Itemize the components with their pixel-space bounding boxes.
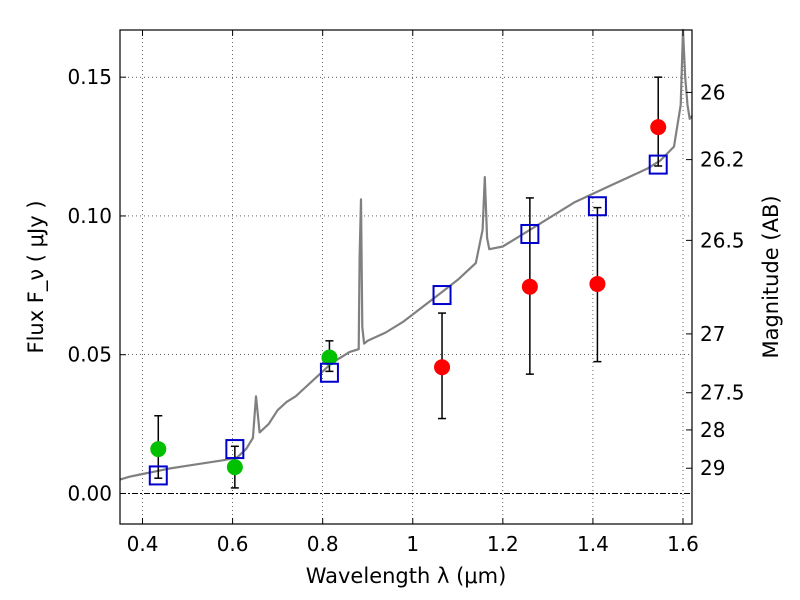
model-point: [319, 362, 339, 383]
ticks: 0.4 0.6 0.8 1 1.2 1.4 1.6 0.00 0.05 0.10 0.15 26 26.…: [67, 30, 745, 556]
model-spectrum-line: [119, 28, 693, 481]
y-tick-label: 0.15: [67, 65, 112, 89]
y-tick-label: 0.00: [67, 481, 112, 505]
data-markers: [148, 119, 668, 486]
x-tick-label: 0.6: [217, 532, 249, 556]
data-point: [589, 275, 606, 292]
plot-frame: [119, 29, 693, 525]
right-tick-label: 26.5: [700, 228, 745, 252]
data-point: [650, 119, 667, 136]
x-tick-label: 0.4: [127, 532, 159, 556]
x-axis-label: Wavelength λ (μm): [306, 564, 507, 588]
x-tick-label: 1: [406, 532, 419, 556]
x-tick-label: 1.2: [487, 532, 519, 556]
model-point: [148, 465, 168, 486]
right-tick-label: 28: [700, 418, 725, 442]
grid: [120, 30, 692, 524]
data-point: [321, 349, 338, 366]
model-point: [432, 285, 452, 306]
right-tick-label: 26.2: [700, 148, 745, 172]
right-tick-label: 29: [700, 456, 725, 480]
x-tick-label: 0.8: [307, 532, 339, 556]
x-tick-label: 1.6: [667, 532, 699, 556]
data-point: [226, 459, 243, 476]
y-axis-label: Flux F_ν ( μJy ): [24, 200, 49, 353]
error-bars: [154, 76, 663, 489]
model-point: [520, 223, 540, 244]
spectrum-layer: [119, 28, 693, 481]
model-point: [225, 439, 245, 460]
model-point: [587, 196, 607, 217]
right-tick-label: 27: [700, 322, 725, 346]
right-tick-label: 26: [700, 80, 725, 104]
model-point: [648, 154, 668, 175]
data-point: [434, 359, 451, 376]
right-tick-label: 27.5: [700, 381, 745, 405]
y-tick-label: 0.05: [67, 343, 112, 367]
x-tick-label: 1.4: [577, 532, 609, 556]
data-point: [521, 278, 538, 295]
data-point: [150, 441, 167, 458]
y-tick-label: 0.10: [67, 204, 112, 228]
right-axis-label: Magnitude (AB): [759, 195, 783, 358]
